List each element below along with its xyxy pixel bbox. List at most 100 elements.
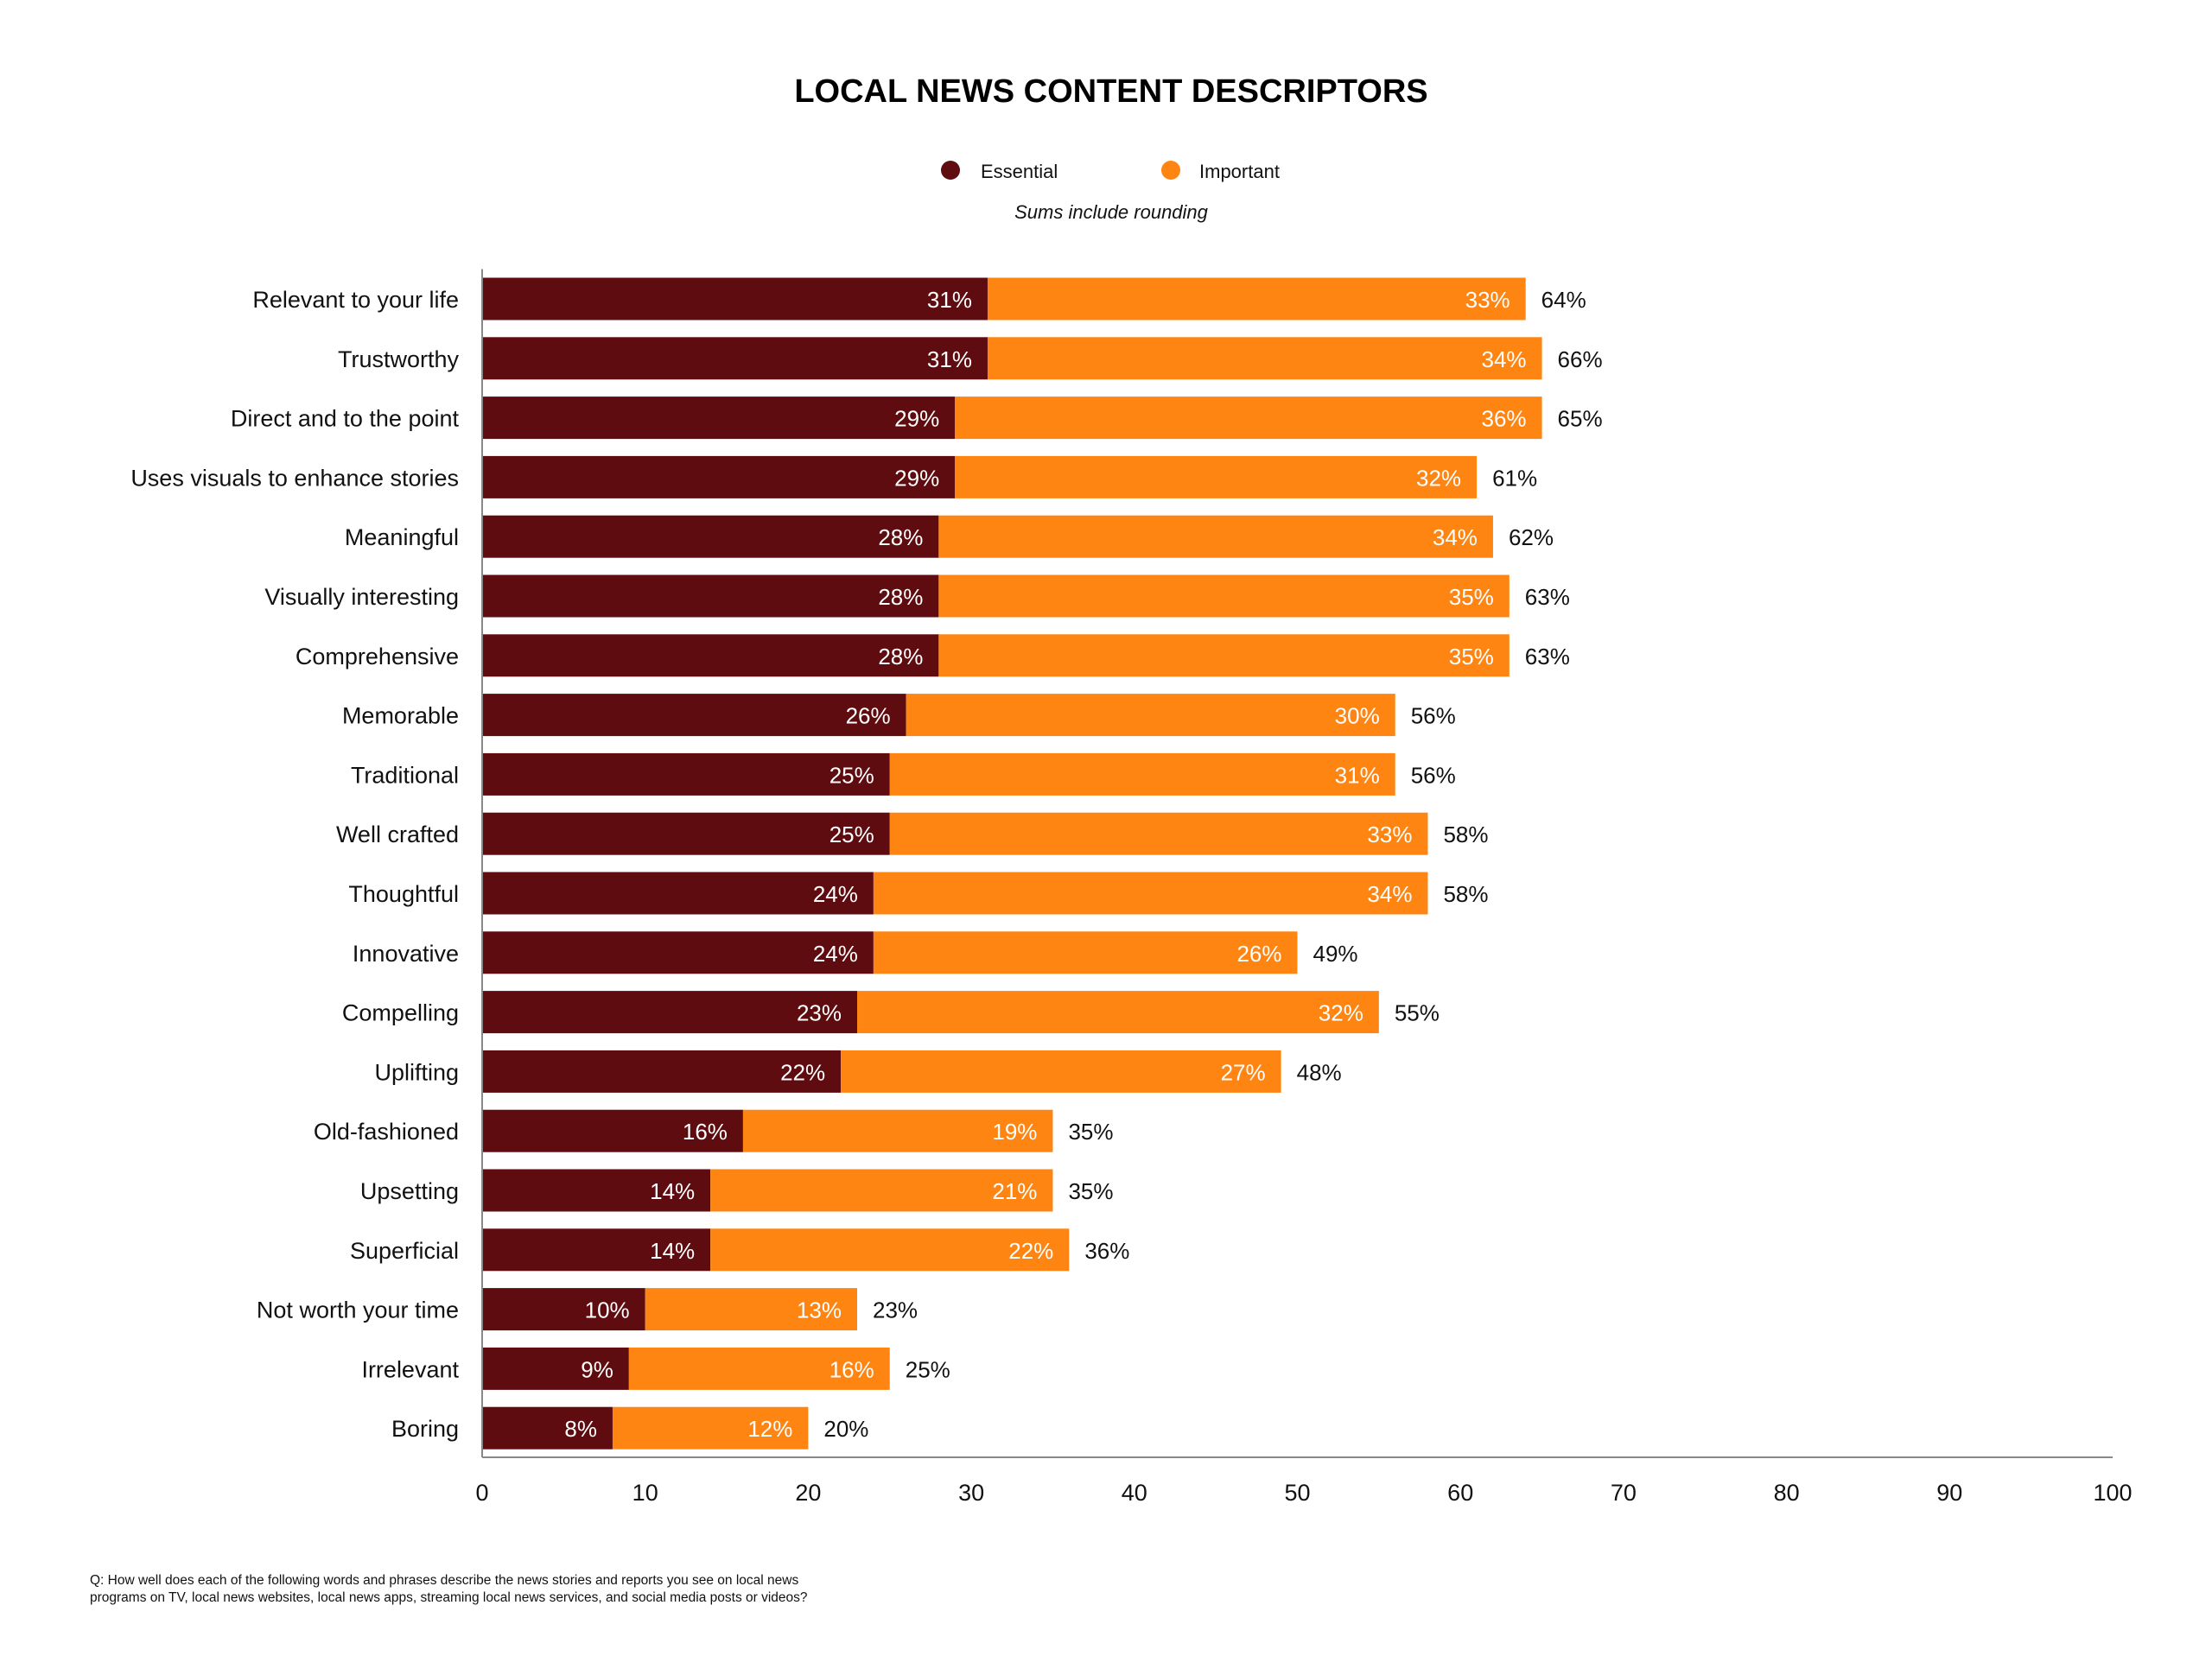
bar-segment-essential: [482, 752, 890, 796]
segment-value-label: 16%: [830, 1356, 874, 1382]
total-value-label: 64%: [1541, 287, 1586, 313]
bar-segment-essential: [482, 931, 874, 974]
bar-row: Thoughtful 24% 34% 58%: [348, 872, 1489, 915]
legend-swatch-important: [1161, 161, 1180, 180]
bar-row: Traditional 25% 31% 56%: [351, 752, 1456, 796]
bar-segment-essential: [482, 694, 906, 737]
category-label: Meaningful: [345, 524, 459, 550]
segment-value-label: 13%: [797, 1297, 842, 1323]
x-tick-label: 40: [1122, 1480, 1147, 1506]
segment-value-label: 24%: [813, 941, 858, 967]
bar-segment-important: [628, 1347, 890, 1390]
segment-value-label: 36%: [1482, 406, 1527, 432]
category-label: Compelling: [342, 1000, 459, 1026]
legend-swatch-essential: [941, 161, 960, 180]
bar-segment-essential: [482, 634, 939, 677]
bar-row: Memorable 26% 30% 56%: [342, 694, 1456, 737]
segment-value-label: 34%: [1482, 346, 1527, 372]
segment-value-label: 31%: [927, 346, 972, 372]
segment-value-label: 33%: [1465, 287, 1510, 313]
category-label: Trustworthy: [338, 346, 460, 372]
bar-segment-important: [857, 991, 1379, 1034]
bar-row: Not worth your time 10% 13% 23%: [257, 1288, 918, 1331]
chart-subtitle: Sums include rounding: [1014, 201, 1209, 223]
segment-value-label: 31%: [927, 287, 972, 313]
segment-value-label: 26%: [846, 703, 891, 729]
segment-value-label: 22%: [1008, 1238, 1053, 1264]
bar-segment-essential: [482, 515, 939, 558]
total-value-label: 56%: [1411, 703, 1456, 729]
legend: Essential Important: [941, 161, 1280, 182]
total-value-label: 48%: [1297, 1059, 1342, 1085]
segment-value-label: 26%: [1236, 941, 1281, 967]
total-value-label: 56%: [1411, 762, 1456, 788]
total-value-label: 49%: [1313, 941, 1358, 967]
bar-row: Trustworthy 31% 34% 66%: [338, 337, 1603, 380]
total-value-label: 58%: [1443, 822, 1488, 847]
segment-value-label: 29%: [894, 406, 939, 432]
bar-row: Visually interesting 28% 35% 63%: [264, 574, 1570, 618]
category-label: Not worth your time: [257, 1297, 459, 1323]
bar-segment-essential: [482, 1288, 645, 1331]
segment-value-label: 30%: [1335, 703, 1380, 729]
bar-row: Comprehensive 28% 35% 63%: [296, 634, 1570, 677]
bar-row: Uses visuals to enhance stories 29% 32% 61%: [130, 455, 1537, 498]
bar-segment-important: [873, 872, 1428, 915]
legend-label-important: Important: [1199, 161, 1280, 182]
legend-label-essential: Essential: [981, 161, 1058, 182]
bar-row: Relevant to your life 31% 33% 64%: [252, 277, 1586, 320]
bar-segment-essential: [482, 1406, 613, 1450]
bar-segment-essential: [482, 1169, 711, 1212]
bar-segment-essential: [482, 455, 956, 498]
total-value-label: 23%: [873, 1297, 918, 1323]
segment-value-label: 22%: [780, 1059, 825, 1085]
category-label: Superficial: [350, 1238, 459, 1264]
bar-row: Well crafted 25% 33% 58%: [336, 812, 1489, 855]
category-label: Old-fashioned: [314, 1119, 459, 1145]
bar-segment-important: [889, 812, 1428, 855]
category-label: Traditional: [351, 762, 459, 788]
segment-value-label: 34%: [1367, 881, 1412, 907]
bar-segment-essential: [482, 812, 890, 855]
bar-segment-important: [841, 1050, 1281, 1093]
x-tick-label: 50: [1284, 1480, 1310, 1506]
total-value-label: 35%: [1068, 1119, 1113, 1145]
total-value-label: 62%: [1509, 524, 1554, 550]
segment-value-label: 29%: [894, 465, 939, 491]
x-tick-label: 30: [958, 1480, 984, 1506]
total-value-label: 63%: [1525, 584, 1570, 610]
bar-segment-essential: [482, 277, 988, 320]
segment-value-label: 28%: [878, 644, 923, 669]
x-tick-label: 90: [1936, 1480, 1962, 1506]
bar-segment-essential: [482, 991, 858, 1034]
segment-value-label: 32%: [1319, 1000, 1363, 1026]
bar-segment-essential: [482, 872, 874, 915]
x-tick-label: 60: [1447, 1480, 1473, 1506]
category-label: Visually interesting: [264, 584, 459, 610]
bar-segment-important: [645, 1288, 858, 1331]
x-tick-label: 100: [2093, 1480, 2132, 1506]
bar-row: Direct and to the point 29% 36% 65%: [231, 397, 1603, 440]
category-label: Well crafted: [336, 822, 459, 847]
x-tick-label: 80: [1774, 1480, 1800, 1506]
segment-value-label: 35%: [1449, 644, 1494, 669]
total-value-label: 35%: [1068, 1178, 1113, 1204]
bar-segment-important: [938, 634, 1510, 677]
bar-row: Upsetting 14% 21% 35%: [360, 1169, 1113, 1212]
segment-value-label: 8%: [564, 1416, 597, 1442]
footnote-line-1: Q: How well does each of the following w…: [90, 1573, 798, 1588]
bar-row: Boring 8% 12% 20%: [391, 1406, 868, 1450]
segment-value-label: 25%: [830, 822, 874, 847]
segment-value-label: 35%: [1449, 584, 1494, 610]
segment-value-label: 21%: [992, 1178, 1037, 1204]
category-label: Memorable: [342, 703, 459, 729]
category-label: Comprehensive: [296, 644, 459, 669]
category-label: Direct and to the point: [231, 406, 460, 432]
bar-segment-important: [987, 337, 1542, 380]
bars: Relevant to your life 31% 33% 64% Trustworth…: [130, 277, 1603, 1450]
bar-segment-important: [889, 752, 1395, 796]
bar-row: Compelling 23% 32% 55%: [342, 991, 1440, 1034]
segment-value-label: 16%: [683, 1119, 728, 1145]
bar-row: Innovative 24% 26% 49%: [353, 931, 1358, 974]
total-value-label: 36%: [1084, 1238, 1129, 1264]
